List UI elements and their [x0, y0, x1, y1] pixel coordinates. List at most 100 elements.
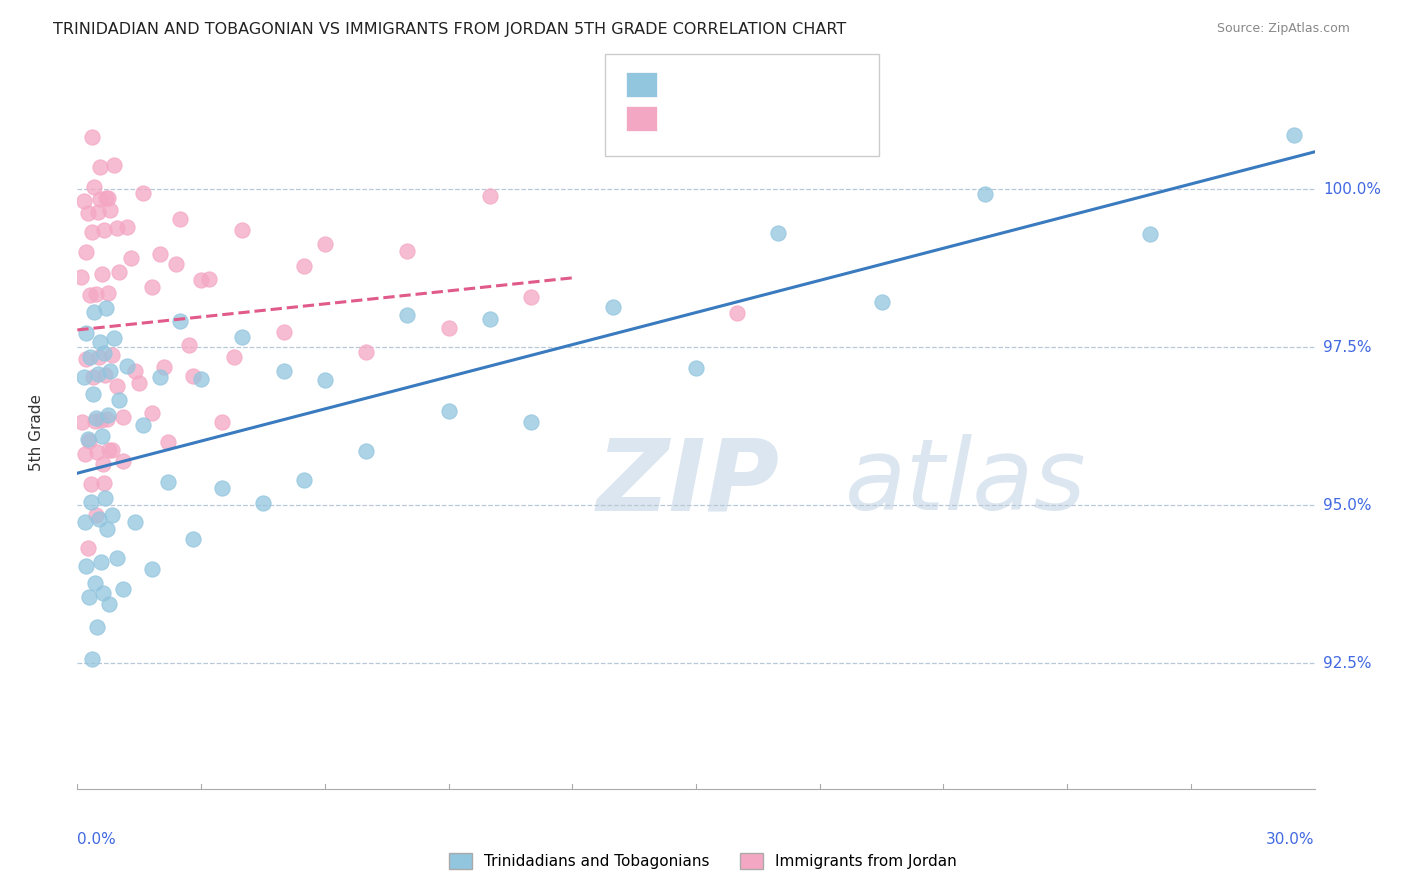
Point — [292, 473, 315, 487]
Point — [79, 495, 101, 509]
Point — [75, 351, 97, 366]
Point — [141, 406, 163, 420]
Point — [83, 414, 105, 428]
Point — [157, 435, 180, 450]
Point — [107, 265, 129, 279]
Point — [211, 481, 233, 495]
Point — [98, 598, 121, 612]
Point — [105, 551, 128, 566]
Point — [75, 559, 97, 574]
Point — [98, 203, 121, 218]
Point — [101, 348, 124, 362]
Point — [115, 359, 138, 374]
Point — [76, 433, 98, 447]
Point — [354, 444, 377, 458]
Point — [77, 434, 100, 448]
Point — [91, 268, 114, 282]
Point — [177, 337, 200, 351]
Point — [93, 223, 115, 237]
Point — [86, 619, 108, 633]
Point — [115, 219, 138, 234]
Point — [153, 359, 176, 374]
Point — [124, 364, 146, 378]
Point — [101, 442, 124, 457]
Point — [80, 130, 103, 145]
Text: 95.0%: 95.0% — [1323, 498, 1371, 513]
Point — [141, 561, 163, 575]
Text: 0.0%: 0.0% — [77, 832, 117, 847]
Point — [76, 541, 98, 555]
Text: R = 0.394   N = 59: R = 0.394 N = 59 — [665, 76, 849, 94]
Point — [98, 443, 121, 458]
Point — [181, 368, 204, 383]
Point — [84, 287, 107, 301]
Point — [132, 418, 155, 433]
Point — [437, 404, 460, 418]
Point — [128, 376, 150, 390]
Point — [91, 429, 114, 443]
Point — [111, 454, 134, 468]
Point — [211, 415, 233, 429]
Text: ZIP: ZIP — [598, 434, 780, 531]
Point — [105, 221, 128, 235]
Point — [89, 192, 111, 206]
Point — [111, 409, 134, 424]
Point — [84, 411, 107, 425]
Point — [165, 257, 187, 271]
Point — [520, 415, 543, 429]
Point — [169, 314, 191, 328]
Point — [72, 370, 94, 384]
Point — [396, 244, 419, 259]
Point — [725, 306, 748, 320]
Legend: Trinidadians and Tobagonians, Immigrants from Jordan: Trinidadians and Tobagonians, Immigrants… — [443, 847, 963, 875]
Point — [73, 447, 96, 461]
Point — [96, 412, 118, 426]
Point — [157, 475, 180, 490]
Point — [96, 301, 118, 316]
Point — [87, 512, 110, 526]
Point — [132, 186, 155, 200]
Point — [75, 244, 97, 259]
Point — [83, 304, 105, 318]
Point — [70, 270, 93, 285]
Point — [1139, 227, 1161, 242]
Point — [97, 409, 120, 423]
Text: 30.0%: 30.0% — [1267, 832, 1315, 847]
Point — [314, 373, 336, 387]
Point — [181, 533, 204, 547]
Point — [84, 508, 107, 523]
Point — [97, 191, 120, 205]
Point — [478, 312, 501, 326]
Point — [396, 308, 419, 322]
Point — [103, 158, 125, 172]
Point — [97, 285, 120, 300]
Point — [231, 223, 253, 237]
Point — [478, 189, 501, 203]
Point — [87, 350, 110, 364]
Point — [91, 586, 114, 600]
Text: Source: ZipAtlas.com: Source: ZipAtlas.com — [1216, 22, 1350, 36]
Point — [602, 300, 624, 314]
Point — [90, 555, 112, 569]
Point — [124, 515, 146, 529]
Point — [111, 582, 134, 596]
Point — [91, 457, 114, 471]
Point — [80, 225, 103, 239]
Point — [870, 295, 893, 310]
Point — [190, 273, 212, 287]
Text: TRINIDADIAN AND TOBAGONIAN VS IMMIGRANTS FROM JORDAN 5TH GRADE CORRELATION CHART: TRINIDADIAN AND TOBAGONIAN VS IMMIGRANTS… — [53, 22, 846, 37]
Point — [252, 495, 274, 509]
Point — [82, 369, 104, 384]
Point — [86, 445, 108, 459]
Point — [520, 290, 543, 304]
Point — [77, 590, 100, 604]
Point — [120, 251, 142, 265]
Point — [83, 180, 105, 194]
Point — [72, 416, 94, 430]
Point — [141, 279, 163, 293]
Point — [96, 191, 118, 205]
Point — [98, 363, 121, 377]
Point — [273, 325, 295, 339]
Text: 92.5%: 92.5% — [1323, 656, 1371, 671]
Point — [83, 576, 105, 591]
